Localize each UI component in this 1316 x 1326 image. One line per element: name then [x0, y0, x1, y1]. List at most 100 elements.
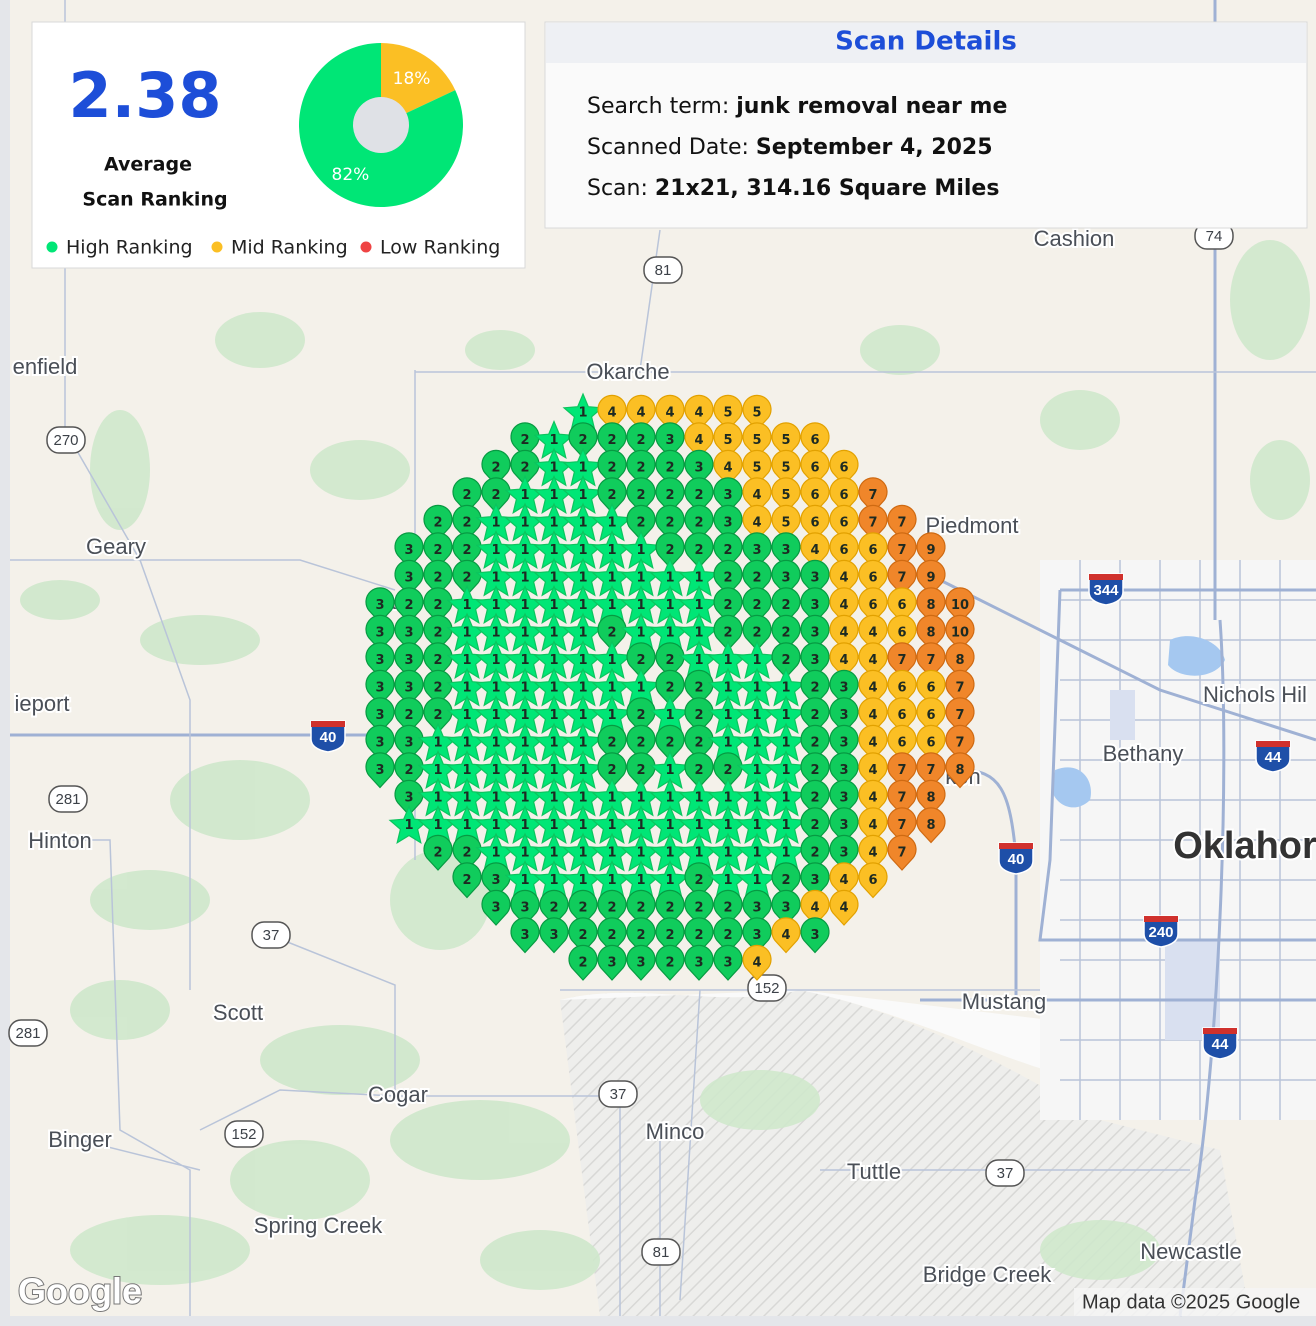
ranking-pin	[713, 614, 743, 651]
detail-value: 21x21, 314.16 Square Miles	[655, 176, 1000, 201]
ranking-pin-label: 4	[868, 681, 877, 696]
ranking-pin-label: 1	[520, 653, 529, 668]
ranking-pin-label: 3	[839, 763, 848, 778]
ranking-pin-label: 2	[694, 901, 703, 916]
ranking-pin-label: 1	[578, 626, 587, 641]
ranking-pin-label: 1	[607, 846, 616, 861]
ranking-pin-label: 2	[723, 928, 732, 943]
ranking-pin	[655, 724, 685, 761]
ranking-pin	[568, 944, 598, 981]
ranking-pin-label: 5	[781, 516, 790, 531]
ranking-pin	[916, 587, 946, 624]
ranking-pin-label: 1	[578, 488, 587, 503]
interstate-shield-top	[311, 721, 345, 727]
ranking-pin-label: 2	[665, 461, 674, 476]
ranking-pin-label: 2	[636, 516, 645, 531]
ranking-pin-label: 5	[752, 406, 761, 421]
ranking-pin-label: 2	[694, 763, 703, 778]
route-shield-label: 81	[655, 262, 672, 279]
ranking-pin-label: 1	[636, 681, 645, 696]
ranking-pin	[539, 917, 569, 954]
ranking-pin-label: 1	[491, 736, 500, 751]
ranking-pin	[481, 862, 511, 899]
ranking-pin-label: 2	[810, 791, 819, 806]
ranking-pin-label: 2	[810, 681, 819, 696]
ranking-pin-label: 1	[781, 736, 790, 751]
ranking-pin-label: 2	[462, 571, 471, 586]
ranking-pin-label: 2	[433, 598, 442, 613]
ranking-pin	[858, 559, 888, 596]
ranking-pin-label: 1	[549, 488, 558, 503]
ranking-pin-label: 3	[810, 598, 819, 613]
ranking-pin	[452, 862, 482, 899]
ranking-pin	[423, 834, 453, 871]
ranking-pin-label: 3	[375, 708, 384, 723]
ranking-pin-label: 2	[607, 901, 616, 916]
place-label: Minco	[646, 1119, 705, 1144]
ranking-pin	[423, 697, 453, 734]
ranking-pin-label: 4	[694, 406, 703, 421]
ranking-pin	[597, 477, 627, 514]
ranking-pin-label: 2	[781, 873, 790, 888]
ranking-pin-label: 1	[462, 791, 471, 806]
ranking-pin-label: 1	[549, 736, 558, 751]
ranking-pin	[684, 944, 714, 981]
ranking-pin-label: 7	[955, 681, 964, 696]
ranking-pin	[800, 697, 830, 734]
ranking-pin-label: 1	[781, 708, 790, 723]
ranking-pin-label: 2	[607, 626, 616, 641]
ranking-pin	[597, 889, 627, 926]
ranking-pin	[684, 724, 714, 761]
route-shield	[224, 1120, 264, 1148]
ranking-pin-label: 1	[723, 736, 732, 751]
ranking-pin-label: 8	[926, 626, 935, 641]
ranking-pin	[945, 752, 975, 789]
ranking-pin	[394, 642, 424, 679]
ranking-pin-label: 1	[549, 433, 558, 448]
ranking-pin-label: 3	[375, 598, 384, 613]
ranking-pin-label: 2	[665, 681, 674, 696]
ranking-pin	[626, 504, 656, 541]
ranking-pin-label: 7	[926, 653, 935, 668]
ranking-pin	[887, 587, 917, 624]
ranking-pin	[800, 532, 830, 569]
ranking-pin-label: 4	[868, 708, 877, 723]
ranking-pin-label: 3	[752, 928, 761, 943]
ranking-pin-label: 4	[723, 461, 732, 476]
ranking-pin-label: 4	[636, 406, 645, 421]
ranking-pin	[771, 504, 801, 541]
ranking-pin-label: 1	[491, 763, 500, 778]
ranking-pin	[713, 752, 743, 789]
ranking-pin	[800, 917, 830, 954]
ranking-pin	[945, 669, 975, 706]
ranking-pin-label: 3	[404, 681, 413, 696]
ranking-pin	[481, 889, 511, 926]
ranking-pin-label: 2	[491, 488, 500, 503]
ranking-pin-label: 3	[520, 901, 529, 916]
ranking-pin	[423, 532, 453, 569]
ranking-pin	[597, 449, 627, 486]
ranking-pin	[452, 559, 482, 596]
ranking-pin-label: 2	[578, 956, 587, 971]
ranking-pin-label: 1	[636, 791, 645, 806]
ranking-pin-label: 2	[665, 653, 674, 668]
ranking-pin	[655, 422, 685, 459]
ranking-pin	[655, 449, 685, 486]
ranking-pin	[858, 614, 888, 651]
ranking-pin-label: 4	[839, 626, 848, 641]
ranking-pin-label: 1	[636, 543, 645, 558]
route-shield	[46, 426, 86, 454]
ranking-pin-label: 1	[433, 763, 442, 778]
ranking-pin-label: 2	[433, 571, 442, 586]
ranking-pin-label: 1	[549, 653, 558, 668]
ranking-pin	[858, 807, 888, 844]
ranking-pin-label: 2	[462, 488, 471, 503]
ranking-pin-label: 2	[491, 461, 500, 476]
detail-value: September 4, 2025	[756, 135, 993, 160]
ranking-pin-label: 3	[839, 708, 848, 723]
ranking-pin-label: 1	[636, 571, 645, 586]
ranking-pin	[829, 642, 859, 679]
ranking-pin-label: 2	[723, 626, 732, 641]
ranking-pin-label: 1	[462, 598, 471, 613]
legend-label: Low Ranking	[380, 237, 500, 259]
